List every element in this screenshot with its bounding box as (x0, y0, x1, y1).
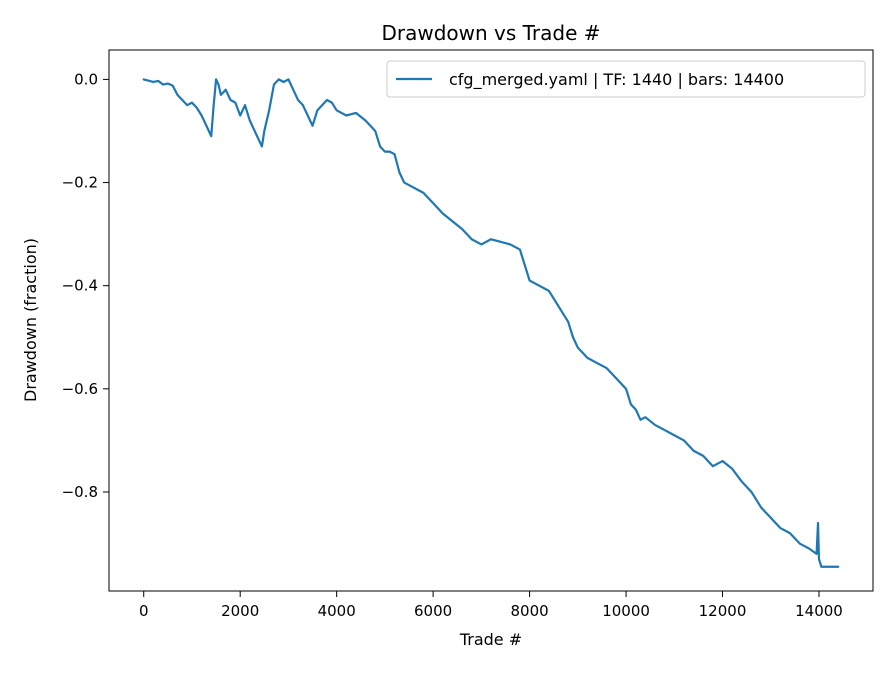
y-tick-label: −0.8 (62, 483, 98, 501)
legend-label: cfg_merged.yaml | TF: 1440 | bars: 14400 (449, 70, 784, 90)
y-tick-label: −0.6 (62, 380, 98, 398)
series-layer (142, 78, 840, 568)
x-tick-label: 4000 (318, 602, 356, 620)
x-tick-label: 0 (139, 602, 149, 620)
legend-box (386, 60, 866, 98)
y-axis: 0.0 −0.2 −0.4 −0.6 −0.8 (62, 70, 109, 501)
y-tick-label: −0.4 (62, 277, 98, 295)
y-axis-label: Drawdown (fraction) (21, 238, 40, 402)
chart-title: Drawdown vs Trade # (381, 21, 600, 45)
drawdown-series-line (142, 78, 840, 568)
x-tick-label: 8000 (510, 602, 548, 620)
y-tick-label: −0.2 (62, 174, 98, 192)
legend: cfg_merged.yaml | TF: 1440 | bars: 14400 (386, 60, 866, 98)
x-tick-label: 6000 (414, 602, 452, 620)
plot-area: 0 2000 4000 6000 8000 10000 12000 14000 0.0 −0.2… (62, 49, 874, 620)
x-tick-label: 2000 (221, 602, 259, 620)
x-tick-label: 14000 (795, 602, 843, 620)
x-tick-label: 10000 (602, 602, 650, 620)
x-axis: 0 2000 4000 6000 8000 10000 12000 14000 (139, 591, 843, 620)
y-tick-label: 0.0 (74, 70, 98, 88)
x-axis-label: Trade # (459, 630, 522, 649)
plot-frame (108, 49, 874, 592)
x-tick-label: 12000 (699, 602, 747, 620)
